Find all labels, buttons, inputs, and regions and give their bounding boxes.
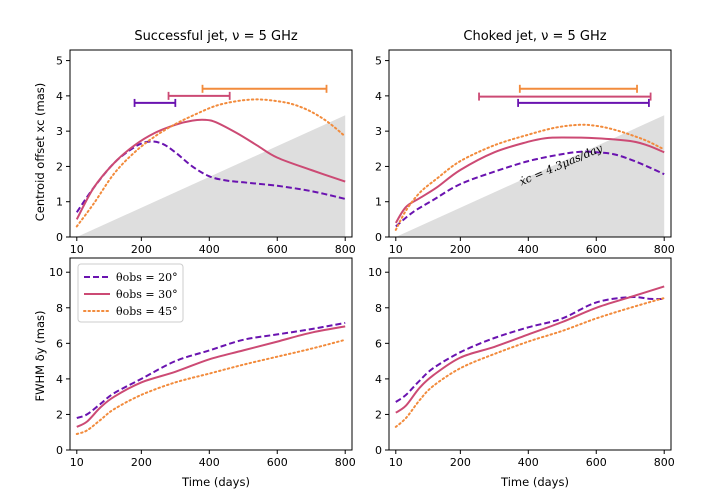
y-tick-label: 4 [56,373,63,386]
series-line-deg30 [75,118,346,220]
plot-area: 10 200 400 600 800 0 1 2 3 4 5 [56,49,356,256]
panel-choked-offset: Choked jet, ν = 5 GHz 10 200 400 600 800 0 1 2 3… [375,29,675,256]
series-line-deg30 [394,136,665,224]
x-tick-label: 10 [389,243,403,256]
y-tick-label: 8 [56,302,63,315]
y-tick-label: 3 [375,125,382,138]
x-tick-label: 400 [199,456,220,469]
x-tick-label: 400 [518,243,539,256]
x-tick-label: 600 [586,243,607,256]
y-tick-label: 5 [375,55,382,68]
x-tick-label: 10 [70,243,84,256]
series-line-deg30 [76,325,346,428]
y-tick-label: 8 [375,302,382,315]
legend-label-30: θobs = 30° [116,288,178,301]
panel-choked-fwhm: Time (days) 10 200 400 600 800 0 2 4 6 8 10 [368,257,675,489]
y-tick-label: 10 [49,266,63,279]
panel-title: Choked jet, ν = 5 GHz [463,29,606,44]
plot-area: 10 200 400 600 800 0 2 4 6 8 10 [368,257,675,469]
shaded-region [395,115,665,237]
y-tick-label: 2 [375,408,382,421]
x-tick-label: 800 [335,456,356,469]
x-tick-label: 200 [131,243,152,256]
x-tick-label: 600 [267,456,288,469]
y-tick-label: 1 [375,196,382,209]
x-tick-label: 400 [199,243,220,256]
legend: θobs = 20° θobs = 30° θobs = 45° [77,263,184,323]
x-tick-label: 200 [450,243,471,256]
y-tick-label: 10 [368,266,382,279]
y-tick-label: 2 [56,408,63,421]
y-tick-label: 4 [56,90,63,103]
x-tick-label: 800 [654,456,675,469]
y-tick-label: 0 [56,444,63,457]
x-axis-label: Time (days) [500,475,569,489]
x-tick-label: 800 [654,243,675,256]
y-tick-label: 2 [375,160,382,173]
y-axis-label: FWHM δy (mas) [33,311,47,402]
x-tick-label: 600 [267,243,288,256]
axes-frame [388,49,672,238]
y-tick-label: 0 [375,444,382,457]
series-line-deg45 [75,98,347,228]
x-tick-label: 200 [450,456,471,469]
series-line-deg30 [395,285,665,414]
x-tick-label: 10 [389,456,403,469]
y-tick-label: 4 [375,90,382,103]
y-tick-label: 6 [375,337,382,350]
series-line-deg45 [75,338,347,435]
axes-frame [69,257,353,451]
y-axis-label: Centroid offset xc (mas) [33,83,47,222]
y-tick-label: 1 [56,196,63,209]
y-tick-label: 6 [56,337,63,350]
y-tick-label: 5 [56,55,63,68]
series-line-deg45 [394,123,666,231]
y-tick-label: 0 [375,231,382,244]
x-tick-label: 200 [131,456,152,469]
y-tick-label: 4 [375,373,382,386]
panel-successful-fwhm: FWHM δy (mas) Time (days) 10 200 400 600 800… [33,257,356,489]
x-tick-label: 400 [518,456,539,469]
y-tick-label: 0 [56,231,63,244]
plot-area: 10 200 400 600 800 0 2 4 6 8 10 [49,257,356,469]
panel-title: Successful jet, ν = 5 GHz [134,29,298,44]
series-line-deg20 [76,321,346,419]
series-line-deg20 [395,150,665,228]
y-tick-label: 3 [56,125,63,138]
legend-label-45: θobs = 45° [116,305,178,318]
legend-label-20: θobs = 20° [116,271,178,284]
x-tick-label: 800 [335,243,356,256]
x-tick-label: 10 [70,456,84,469]
plot-area: 10 200 400 600 800 0 1 2 3 4 5 [375,49,675,256]
x-tick-label: 600 [586,456,607,469]
series-line-deg20 [395,295,665,403]
x-axis-label: Time (days) [181,475,250,489]
panel-successful-offset: Successful jet, ν = 5 GHz Centroid offse… [33,29,356,256]
legend-frame [77,263,184,323]
series-line-deg45 [394,297,666,428]
axes-frame [388,257,672,451]
y-tick-label: 2 [56,160,63,173]
axes-frame [69,49,353,238]
